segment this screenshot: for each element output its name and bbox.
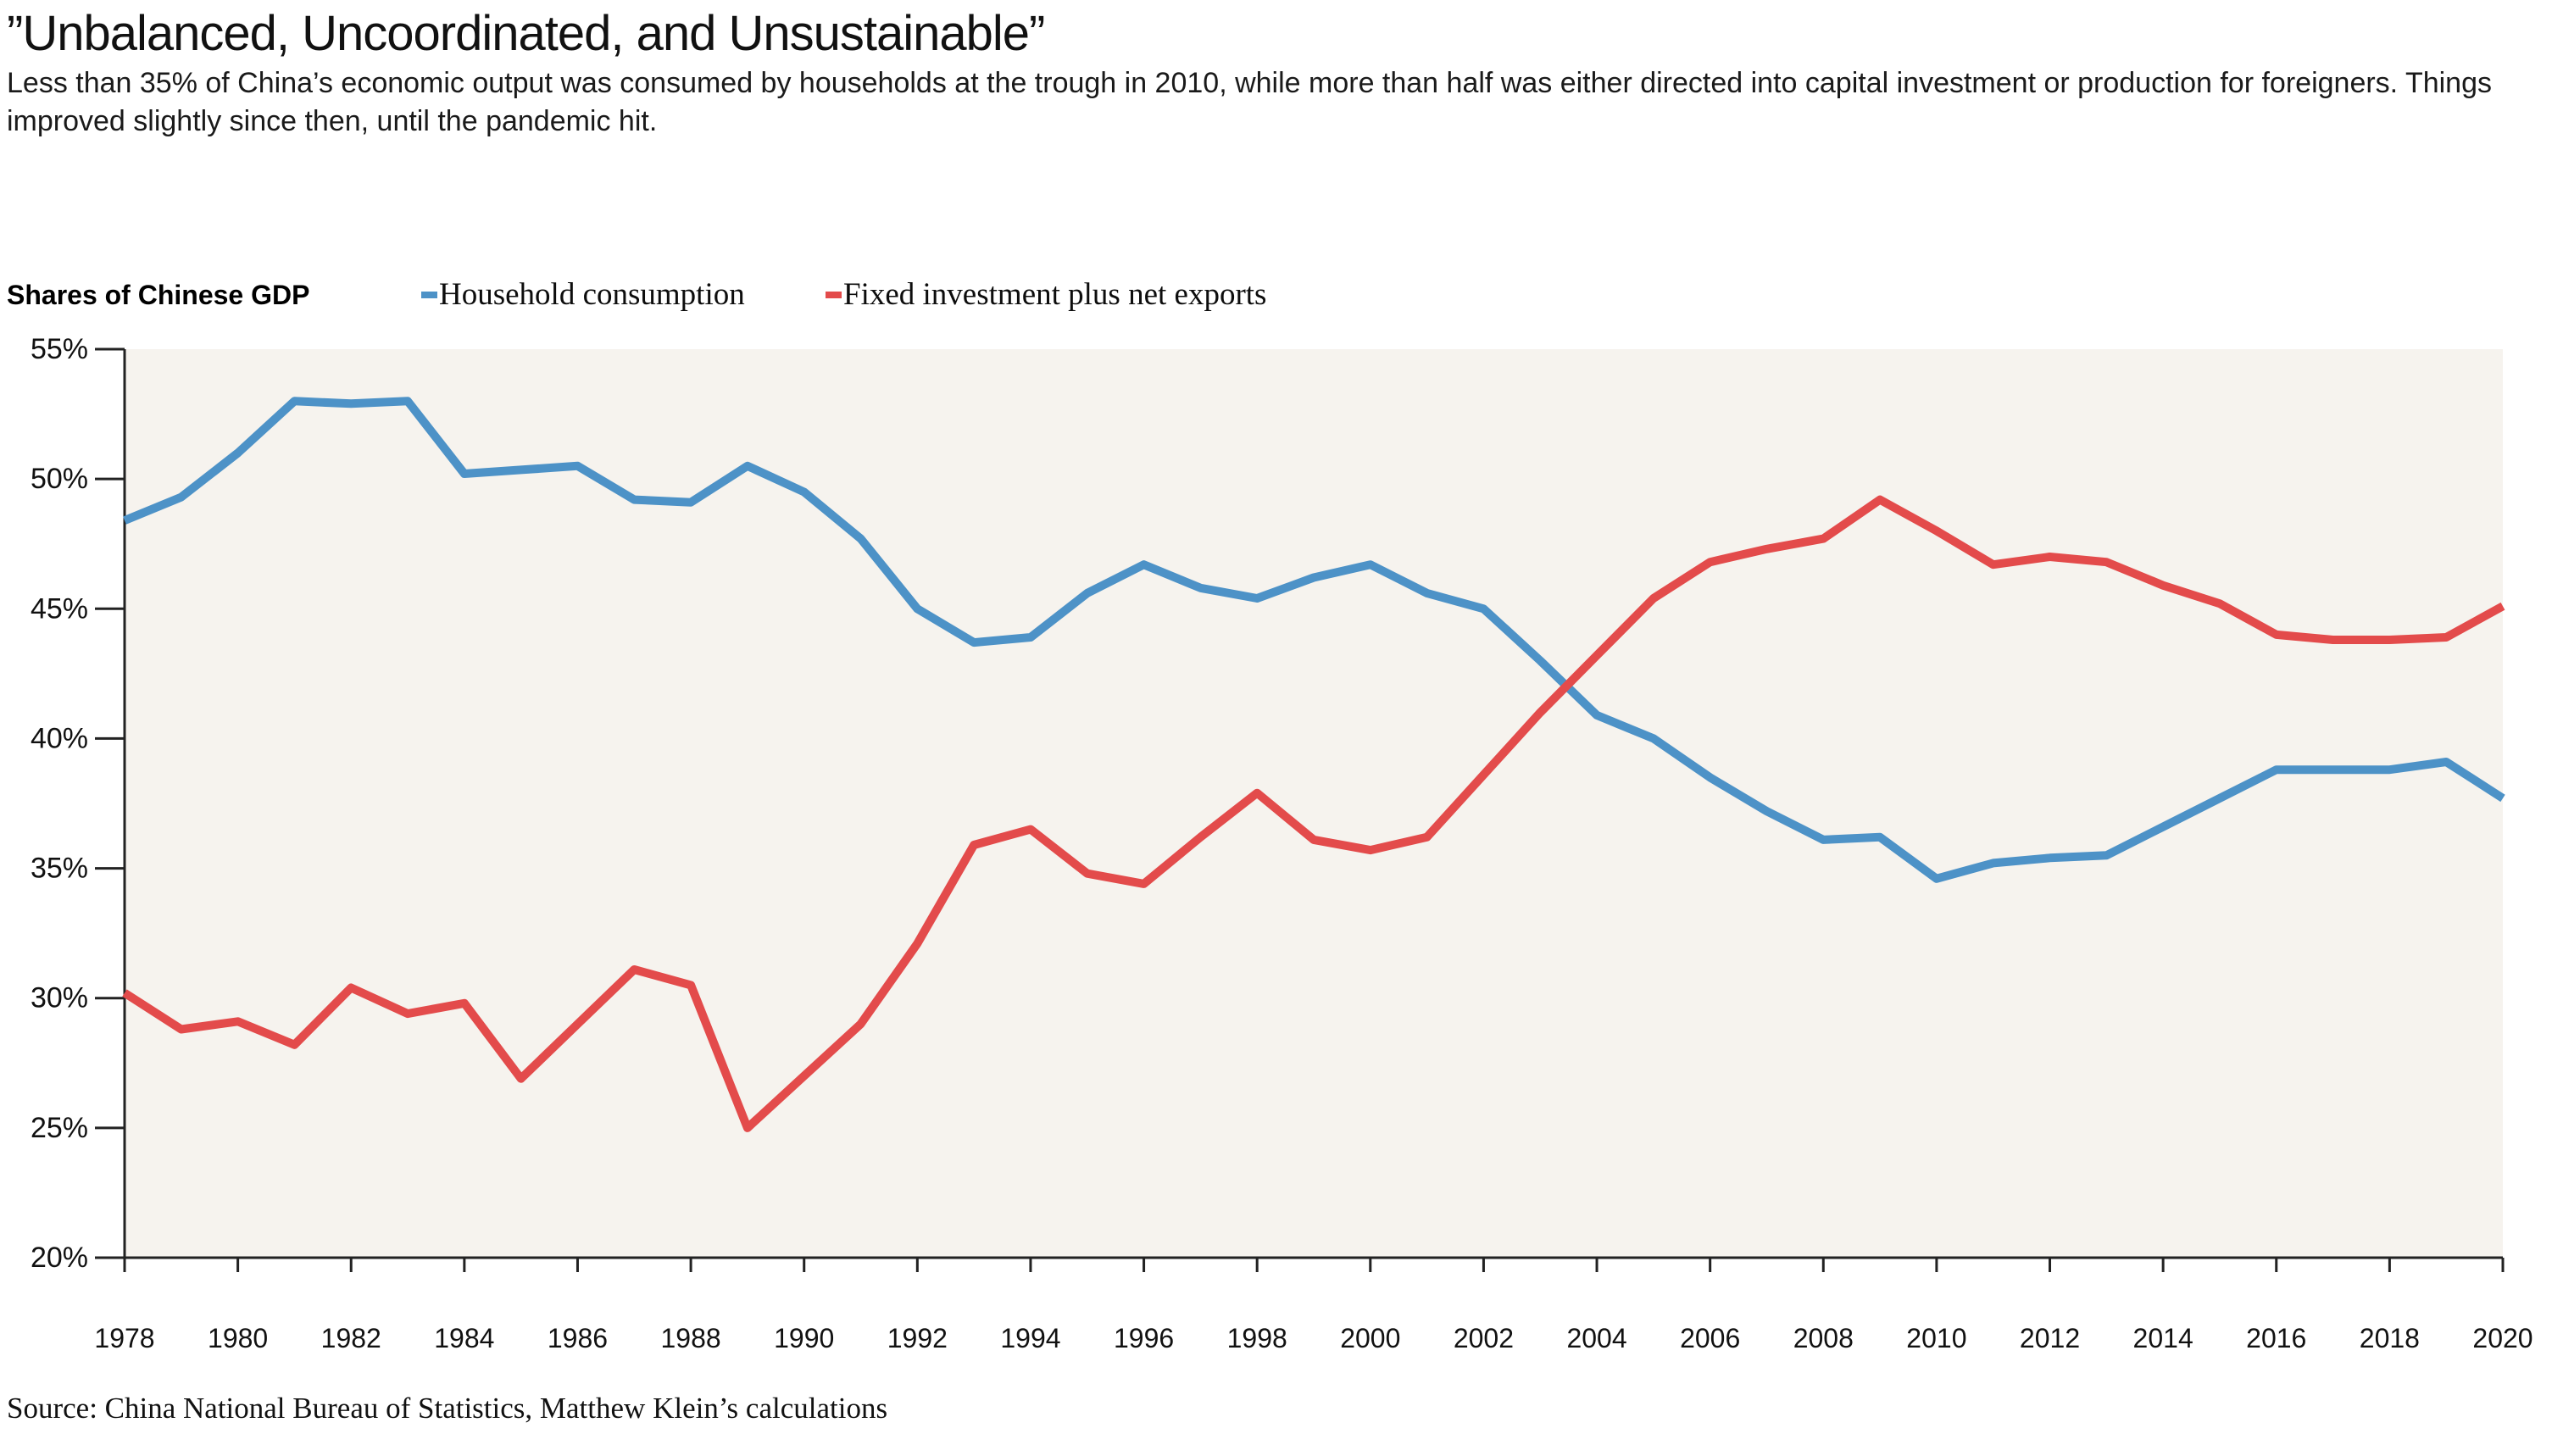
svg-text:1982: 1982 [321, 1323, 381, 1353]
source-note: Source: China National Bureau of Statist… [7, 1392, 888, 1425]
svg-text:25%: 25% [31, 1112, 88, 1144]
svg-text:2000: 2000 [1340, 1323, 1400, 1353]
svg-text:55%: 55% [31, 333, 88, 365]
svg-text:35%: 35% [31, 853, 88, 885]
legend-item-fixed-investment: Fixed investment plus net exports [826, 276, 1266, 313]
legend-dash-icon [421, 291, 437, 298]
page-title: ”Unbalanced, Uncoordinated, and Unsustai… [7, 6, 1045, 61]
page-subtitle: Less than 35% of China’s economic output… [7, 67, 2493, 138]
svg-text:1998: 1998 [1227, 1323, 1287, 1353]
legend-label: Fixed investment plus net exports [843, 277, 1267, 312]
legend-label: Household consumption [439, 277, 745, 312]
svg-text:2002: 2002 [1454, 1323, 1514, 1353]
svg-text:1984: 1984 [434, 1323, 494, 1353]
svg-text:2008: 2008 [1793, 1323, 1854, 1353]
svg-text:2004: 2004 [1566, 1323, 1626, 1353]
svg-text:2014: 2014 [2133, 1323, 2193, 1353]
svg-text:2018: 2018 [2360, 1323, 2420, 1353]
legend-dash-icon [826, 291, 842, 298]
svg-text:1992: 1992 [887, 1323, 948, 1353]
svg-text:40%: 40% [31, 722, 88, 754]
svg-text:2012: 2012 [2020, 1323, 2080, 1353]
svg-text:2016: 2016 [2246, 1323, 2306, 1353]
svg-text:1980: 1980 [208, 1323, 268, 1353]
svg-text:1990: 1990 [774, 1323, 834, 1353]
svg-text:2006: 2006 [1680, 1323, 1740, 1353]
svg-text:1988: 1988 [661, 1323, 721, 1353]
svg-text:45%: 45% [31, 592, 88, 625]
legend-item-household-consumption: Household consumption [421, 276, 745, 313]
svg-text:2020: 2020 [2472, 1323, 2533, 1353]
svg-text:1994: 1994 [1000, 1323, 1060, 1353]
chart-label: Shares of Chinese GDP [7, 280, 310, 310]
svg-text:50%: 50% [31, 463, 88, 495]
svg-text:1986: 1986 [548, 1323, 608, 1353]
svg-text:1996: 1996 [1114, 1323, 1174, 1353]
svg-text:1978: 1978 [94, 1323, 154, 1353]
svg-text:2010: 2010 [1906, 1323, 1966, 1353]
svg-text:30%: 30% [31, 982, 88, 1014]
svg-text:20%: 20% [31, 1242, 88, 1274]
